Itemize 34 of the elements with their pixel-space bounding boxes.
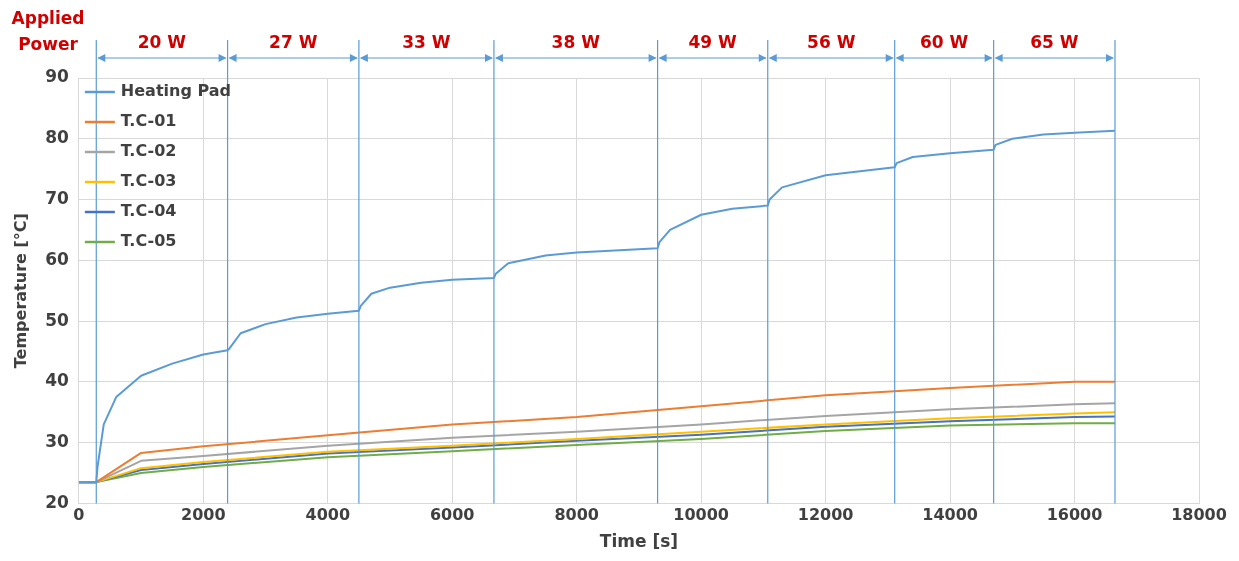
- x-tick-label: 18000: [1171, 505, 1227, 525]
- x-tick-label: 8000: [554, 505, 599, 525]
- legend-label: T.C-05: [120, 231, 177, 251]
- text: Applied Power: [11, 8, 85, 54]
- text: 49 W: [688, 32, 738, 52]
- text: 33 W: [402, 32, 451, 52]
- x-tick-label: 14000: [922, 505, 978, 525]
- legend-label: T.C-01: [120, 111, 177, 131]
- y-tick-label: 20: [45, 491, 70, 512]
- text: 20 W: [137, 32, 187, 52]
- text: 56 W: [807, 32, 856, 52]
- x-tick-label: 0: [73, 505, 85, 525]
- legend-label: T.C-03: [120, 171, 177, 191]
- y-tick-label: 80: [45, 127, 70, 148]
- text: 60 W: [920, 32, 969, 52]
- x-tick-label: 16000: [1046, 505, 1103, 525]
- y-tick-label: 30: [45, 431, 70, 452]
- y-tick-label: 40: [45, 370, 70, 391]
- x-tick-label: 2000: [181, 505, 226, 525]
- legend-label: T.C-02: [120, 141, 177, 161]
- x-tick-label: 4000: [305, 505, 351, 525]
- x-axis-title: Time [s]: [599, 531, 679, 552]
- y-axis-title: Temperature [°C]: [10, 213, 30, 369]
- text: 27 W: [269, 32, 318, 52]
- x-tick-label: 12000: [797, 505, 854, 525]
- x-tick-label: 6000: [429, 505, 475, 525]
- y-tick-label: 60: [45, 248, 70, 269]
- text: 38 W: [551, 32, 601, 52]
- y-tick-label: 90: [45, 66, 70, 87]
- y-tick-label: 70: [45, 187, 70, 208]
- text: 65 W: [1030, 32, 1079, 52]
- legend-label: T.C-04: [120, 201, 177, 221]
- x-tick-label: 10000: [673, 505, 729, 525]
- y-tick-label: 50: [45, 309, 70, 330]
